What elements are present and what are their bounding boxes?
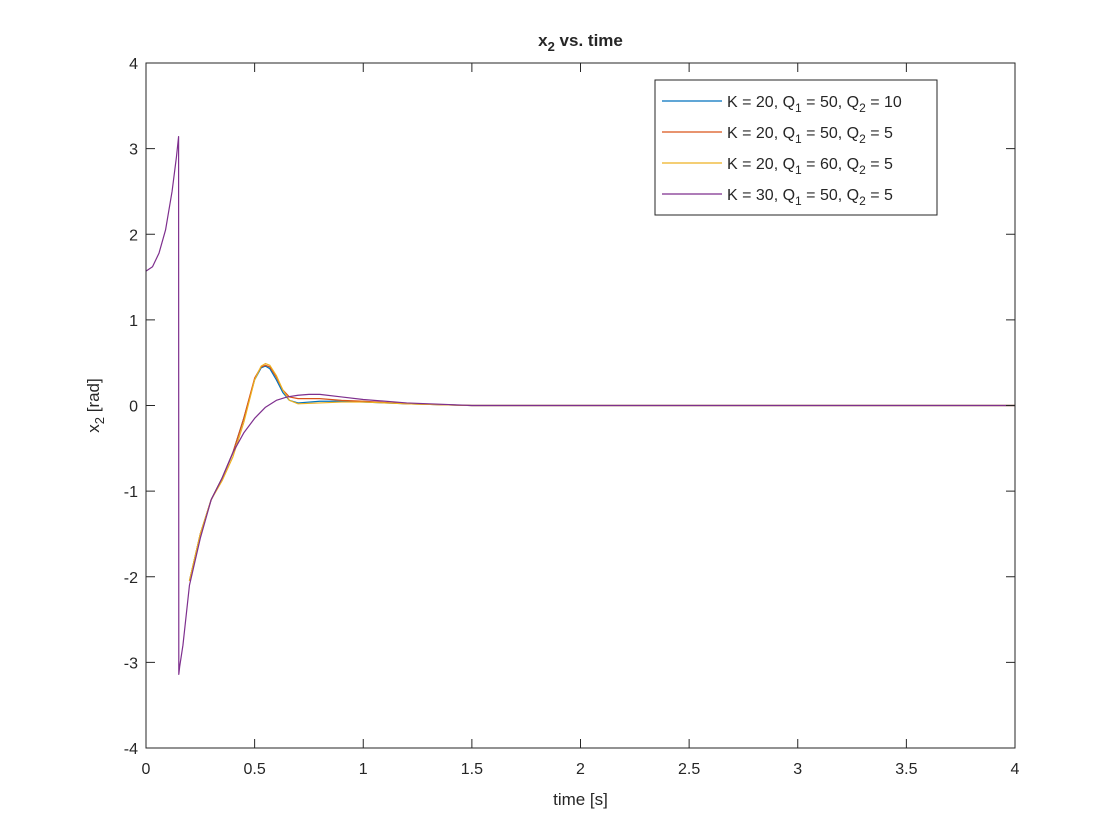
y-tick-label: 0 xyxy=(129,399,138,416)
y-tick-label: -3 xyxy=(124,655,138,672)
series-line-4[interactable] xyxy=(145,136,1015,675)
chart-title-rest: vs. time xyxy=(555,31,623,50)
y-tick-label: -1 xyxy=(124,484,138,501)
chart-title: x2 vs. time xyxy=(538,31,623,54)
y-axis-label: x2 [rad] xyxy=(84,378,107,432)
x-tick-label: 3.5 xyxy=(895,761,917,778)
legend-label-3: K = 20, Q1 = 60, Q2 = 5 xyxy=(727,156,893,177)
legend-label-4: K = 30, Q1 = 50, Q2 = 5 xyxy=(727,187,893,208)
x-axis-label: time [s] xyxy=(553,790,608,809)
y-tick-label: 2 xyxy=(129,227,138,244)
legend-box xyxy=(654,79,938,216)
series-line-3[interactable] xyxy=(188,362,1015,582)
y-tick-label: 1 xyxy=(129,313,138,330)
x-tick-label: 2 xyxy=(576,761,585,778)
y-axis-label-subscript: 2 xyxy=(92,417,107,424)
x-tick-label: 1.5 xyxy=(461,761,483,778)
chart-title-main: x xyxy=(538,31,548,50)
y-tick-label: 3 xyxy=(129,142,138,159)
x-tick-label: 0 xyxy=(142,761,151,778)
legend-label-2: K = 20, Q1 = 50, Q2 = 5 xyxy=(727,125,893,146)
y-tick-label: 4 xyxy=(129,56,138,73)
series-layer xyxy=(145,136,1015,675)
y-axis-label-rest: [rad] xyxy=(84,378,103,417)
legend-label-1: K = 20, Q1 = 50, Q2 = 10 xyxy=(727,94,902,115)
legend-entries: K = 20, Q1 = 50, Q2 = 10 K = 20, Q1 = 50,… xyxy=(662,94,902,208)
x-tick-label: 3 xyxy=(793,761,802,778)
tick-layer: 0 0.5 1 1.5 2 2.5 3 3.5 4 -4 -3 -2 -1 0 1 2 3 4 xyxy=(124,56,1020,778)
x-tick-label: 4 xyxy=(1011,761,1020,778)
y-tick-label: -4 xyxy=(124,741,138,758)
chart-title-subscript: 2 xyxy=(548,39,555,54)
x-tick-label: 0.5 xyxy=(244,761,266,778)
x-tick-label: 2.5 xyxy=(678,761,700,778)
y-axis-label-main: x xyxy=(84,424,103,433)
legend[interactable]: K = 20, Q1 = 50, Q2 = 10 K = 20, Q1 = 50,… xyxy=(654,79,938,216)
y-tick-label: -2 xyxy=(124,570,138,587)
x-tick-label: 1 xyxy=(359,761,368,778)
